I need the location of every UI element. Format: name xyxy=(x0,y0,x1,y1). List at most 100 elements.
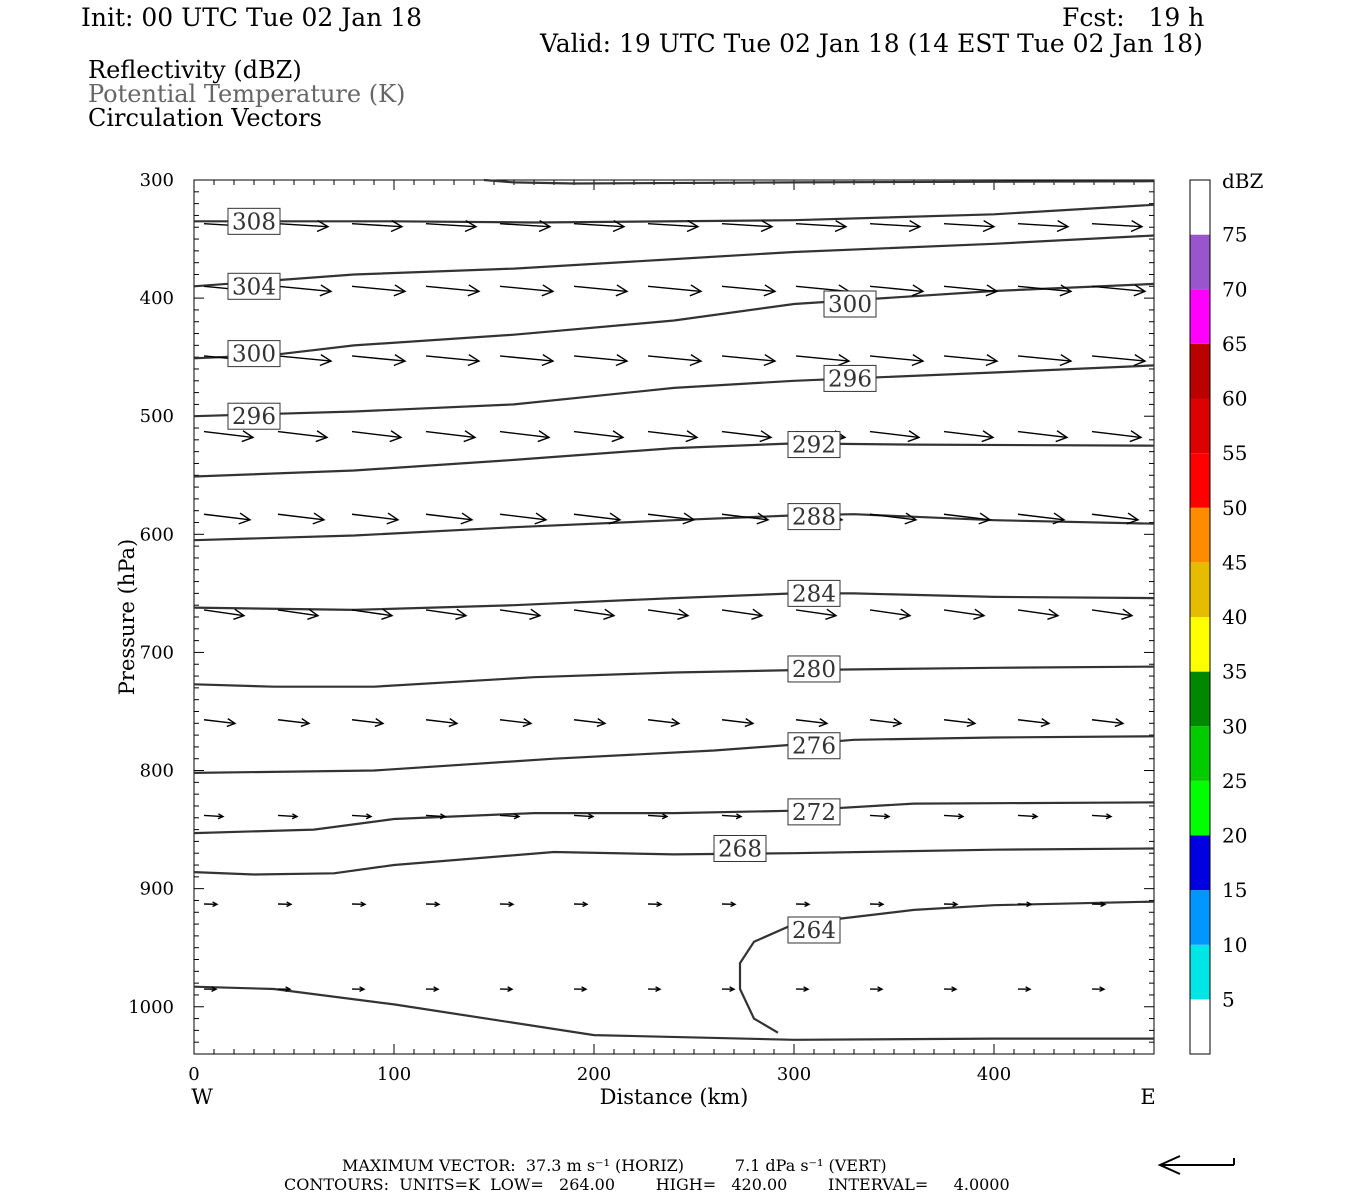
vector-head xyxy=(730,901,737,908)
contour-label-300: 300 xyxy=(227,340,281,368)
circulation-vector xyxy=(425,718,459,728)
vector-head xyxy=(982,220,996,233)
circulation-vector xyxy=(943,718,977,728)
contour-label-text: 276 xyxy=(792,734,836,760)
contour-label-box xyxy=(787,732,841,760)
circulation-vector xyxy=(425,512,474,525)
contour-label-276: 276 xyxy=(787,732,841,760)
contour-label-box xyxy=(787,579,841,607)
vector-head xyxy=(818,718,829,728)
circulation-vector xyxy=(1017,354,1073,367)
circulation-vector xyxy=(721,284,777,297)
vector-head xyxy=(226,718,237,728)
vector-shaft xyxy=(203,814,224,818)
vector-shaft xyxy=(499,430,550,439)
vector-head xyxy=(911,354,925,367)
contour-label-296: 296 xyxy=(823,364,877,392)
circulation-vector xyxy=(351,512,400,525)
circulation-vector xyxy=(647,608,690,620)
vector-head xyxy=(908,220,922,233)
circulation-vector xyxy=(943,813,965,820)
vector-head xyxy=(390,220,404,233)
circulation-vector xyxy=(351,901,367,908)
y-tick-label: 700 xyxy=(140,642,174,663)
vector-head xyxy=(744,718,755,728)
contour-label-box xyxy=(823,290,877,318)
forecast-hour: Fcst: 19 h xyxy=(1062,3,1205,32)
vector-head xyxy=(1100,901,1107,908)
vector-shaft xyxy=(499,285,554,293)
vector-head xyxy=(534,512,548,525)
vector-head xyxy=(1026,901,1033,908)
circulation-vector xyxy=(277,608,320,620)
vector-shaft xyxy=(1017,814,1038,818)
vector-shaft xyxy=(943,223,995,228)
vector-shaft xyxy=(425,223,477,228)
vector-head xyxy=(507,986,514,993)
circulation-vector xyxy=(869,608,912,620)
circulation-vector xyxy=(869,220,922,233)
circulation-vector xyxy=(499,813,521,820)
vector-head xyxy=(238,512,252,525)
vector-shaft xyxy=(573,814,594,818)
circulation-vector xyxy=(351,430,403,443)
circulation-vector xyxy=(721,718,755,728)
circulation-vector xyxy=(1091,284,1147,297)
vector-shaft xyxy=(573,513,621,521)
circulation-vector xyxy=(1091,901,1107,908)
contour-label-text: 296 xyxy=(828,366,872,392)
vector-shaft xyxy=(573,285,628,293)
circulation-vector xyxy=(1017,986,1032,993)
circulation-vector xyxy=(425,608,468,620)
vector-head xyxy=(973,608,986,620)
vector-shaft xyxy=(869,285,924,293)
contour-label-text: 264 xyxy=(792,918,836,944)
circulation-vector xyxy=(499,430,551,443)
vector-head xyxy=(1040,718,1051,728)
vector-head xyxy=(877,986,884,993)
vector-head xyxy=(878,901,885,908)
vector-head xyxy=(656,901,663,908)
circulation-vector xyxy=(573,354,629,367)
vector-head xyxy=(233,608,246,620)
vector-shaft xyxy=(721,719,754,725)
circulation-vector xyxy=(943,284,999,297)
circulation-vector xyxy=(795,354,851,367)
vector-head xyxy=(360,901,367,908)
contour-info: CONTOURS: UNITS=K LOW= 264.00 HIGH= 420.… xyxy=(284,1175,1010,1194)
contour-label-text: 304 xyxy=(232,274,276,300)
field-reflectivity: Reflectivity (dBZ) xyxy=(88,56,302,84)
vector-head xyxy=(677,608,690,620)
vector-shaft xyxy=(1017,719,1050,725)
vector-head xyxy=(212,901,219,908)
vector-shaft xyxy=(721,513,769,521)
circulation-vector xyxy=(869,512,918,525)
circulation-vector xyxy=(499,718,533,728)
colorbar-swatch xyxy=(1190,890,1210,945)
west-label: W xyxy=(191,1085,213,1109)
vector-shaft xyxy=(203,719,236,725)
vector-shaft xyxy=(647,719,680,725)
vector-shaft xyxy=(499,609,541,617)
vector-head xyxy=(1031,813,1039,820)
vector-head xyxy=(1055,430,1069,443)
vector-head xyxy=(985,284,999,297)
circulation-vector xyxy=(721,354,777,367)
vector-head xyxy=(464,220,478,233)
vector-head xyxy=(538,220,552,233)
vector-head xyxy=(537,430,551,443)
theta-contour-268 xyxy=(193,847,1155,876)
theta-contour-288 xyxy=(193,513,1155,542)
vector-shaft xyxy=(1017,513,1065,521)
contour-label-280: 280 xyxy=(787,655,841,683)
vector-head xyxy=(957,813,965,820)
circulation-vector xyxy=(869,354,925,367)
theta-contour-unlabeled xyxy=(193,985,1154,1041)
vector-head xyxy=(689,284,703,297)
circulation-vector xyxy=(203,986,218,993)
circulation-vector xyxy=(351,813,373,820)
circulation-vector xyxy=(425,284,481,297)
circulation-vector xyxy=(647,512,696,525)
vector-shaft xyxy=(869,223,921,228)
vector-head xyxy=(952,901,959,908)
